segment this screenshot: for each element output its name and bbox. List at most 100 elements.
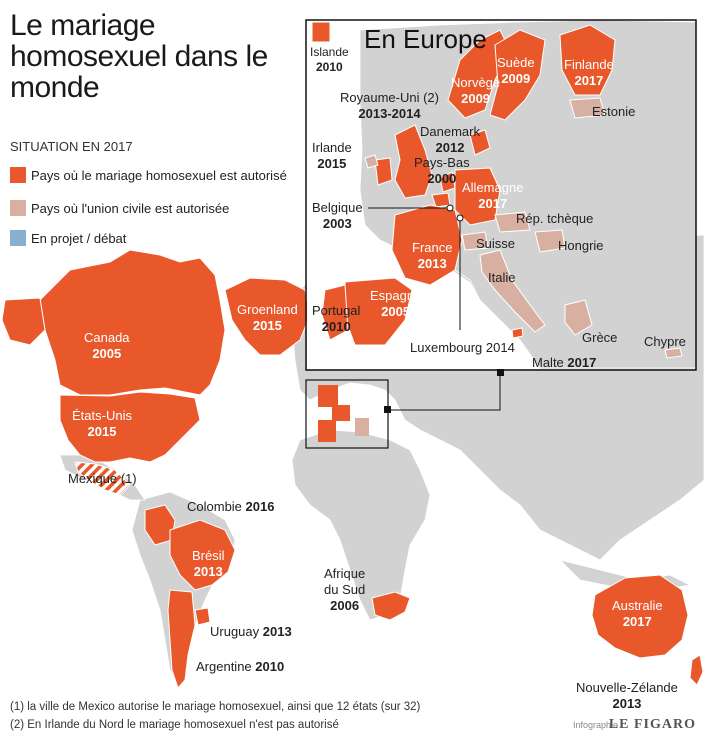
irlande-area [374, 157, 393, 186]
country-name: Norvège [451, 75, 501, 90]
europe-inset-frame [305, 19, 697, 371]
country-year: 2016 [245, 499, 275, 514]
usa-area [59, 391, 201, 463]
country-name: France [412, 240, 453, 255]
country-name: Nouvelle-Zélande [576, 680, 678, 695]
country-name: Chypre [644, 334, 686, 349]
country-name: Italie [488, 270, 516, 285]
legend-swatch [10, 230, 26, 246]
label-rep-tcheque: Rép. tchèque [516, 211, 593, 227]
country-year: 2017 [622, 614, 652, 629]
country-year: 2015 [317, 156, 347, 171]
legend-item-marriage: Pays où le mariage homosexuel est autori… [10, 166, 287, 184]
mexique-area [74, 461, 131, 496]
europe-locator-box [305, 379, 389, 449]
suede-area [489, 29, 546, 121]
country-name: Rép. tchèque [516, 211, 594, 226]
country-name: Islande [310, 45, 349, 59]
country-name: Finlande [564, 57, 614, 72]
afrique-sud-area [371, 591, 411, 621]
country-year: 2009 [461, 91, 491, 106]
label-grece: Grèce [582, 330, 617, 346]
country-name: Estonie [592, 104, 636, 119]
country-name: Espagne [370, 288, 422, 303]
legend-item-project: En projet / débat [10, 229, 126, 247]
label-norvege: Norvège 2009 [451, 75, 500, 107]
islande-area [311, 21, 331, 43]
suisse-area [461, 231, 489, 251]
label-portugal: Portugal 2010 [312, 303, 360, 335]
label-bresil: Brésil 2013 [192, 548, 225, 580]
country-year: 2017 [574, 73, 604, 88]
label-argentine: Argentine 2010 [196, 659, 284, 675]
country-name: Brésil [192, 548, 225, 563]
label-malte: Malte 2017 [532, 355, 596, 371]
footnote-1: (1) la ville de Mexico autorise le maria… [10, 701, 421, 713]
label-luxembourg: Luxembourg 2014 [410, 340, 515, 356]
country-name: Pays-Bas [414, 155, 470, 170]
country-year: 2003 [322, 216, 352, 231]
country-year: 2005 [92, 346, 122, 361]
country-name: Allemagne [462, 180, 524, 195]
country-year: 2010 [321, 319, 351, 334]
greenland-area [224, 277, 311, 356]
legend-swatch [10, 200, 26, 216]
country-name: Luxembourg [410, 340, 483, 355]
hongrie-area [534, 229, 566, 253]
label-hongrie: Hongrie [558, 238, 604, 254]
country-name: Suisse [476, 236, 516, 251]
label-belgique: Belgique 2003 [312, 200, 363, 232]
malte-area [511, 327, 524, 339]
country-year: 2010 [255, 659, 285, 674]
country-year: 2000 [427, 171, 457, 186]
country-name: Colombie [187, 499, 242, 514]
legend-label: En projet / débat [31, 230, 127, 246]
label-afrique-sud: Afrique du Sud 2006 [324, 566, 365, 614]
country-name: Irlande [312, 140, 352, 155]
country-year: 2013-2014 [358, 106, 421, 121]
country-name: Malte [532, 355, 564, 370]
country-name: Canada [84, 330, 130, 345]
grece-area [564, 299, 593, 336]
country-name: Australie [612, 598, 663, 613]
label-espagne: Espagne 2005 [370, 288, 421, 320]
country-name: Afrique [324, 566, 366, 581]
inset-title: En Europe [364, 24, 487, 54]
label-groenland: Groenland 2015 [237, 302, 298, 334]
royaume-uni-area [394, 124, 433, 199]
country-name: Portugal [312, 303, 361, 318]
label-australie: Australie 2017 [612, 598, 663, 630]
legend-label: Pays où le mariage homosexuel est autori… [31, 167, 287, 183]
country-year: 2010 [316, 60, 343, 74]
legend-label: Pays où l'union civile est autorisée [31, 200, 230, 216]
rep-tcheque-area [494, 211, 531, 233]
country-year: 2013 [193, 564, 223, 579]
label-nz: Nouvelle-Zélande 2013 [576, 680, 678, 712]
country-name: Suède [497, 55, 535, 70]
footnote-2: (2) En Irlande du Nord le mariage homose… [10, 719, 339, 731]
country-name: Mexique (1) [68, 471, 137, 486]
country-name: Grèce [582, 330, 618, 345]
country-year: 2006 [330, 598, 360, 613]
label-islande: Islande 2010 [310, 45, 349, 75]
label-mexique: Mexique (1) [68, 471, 137, 487]
country-name: Danemark [420, 124, 480, 139]
legend-swatch [10, 167, 26, 183]
country-name: Belgique [312, 200, 363, 215]
finlande-area [559, 24, 616, 96]
country-name: Groenland [237, 302, 298, 317]
label-usa: États-Unis 2015 [72, 408, 132, 440]
country-name: Hongrie [558, 238, 604, 253]
chypre-area [664, 347, 683, 359]
country-year: 2013 [612, 696, 642, 711]
legend-item-civil-union: Pays où l'union civile est autorisée [10, 199, 229, 217]
label-royaume-uni: Royaume-Uni (2) 2013-2014 [340, 90, 439, 122]
country-year: 2014 [485, 340, 515, 355]
label-france: France 2013 [412, 240, 452, 272]
country-year: 2015 [87, 424, 117, 439]
alaska-area [1, 297, 46, 346]
page-title: Le mariage homosexuel dans le monde [10, 9, 268, 104]
country-name: Argentine [196, 659, 252, 674]
country-year: 2013 [417, 256, 447, 271]
portugal-area [321, 284, 349, 341]
